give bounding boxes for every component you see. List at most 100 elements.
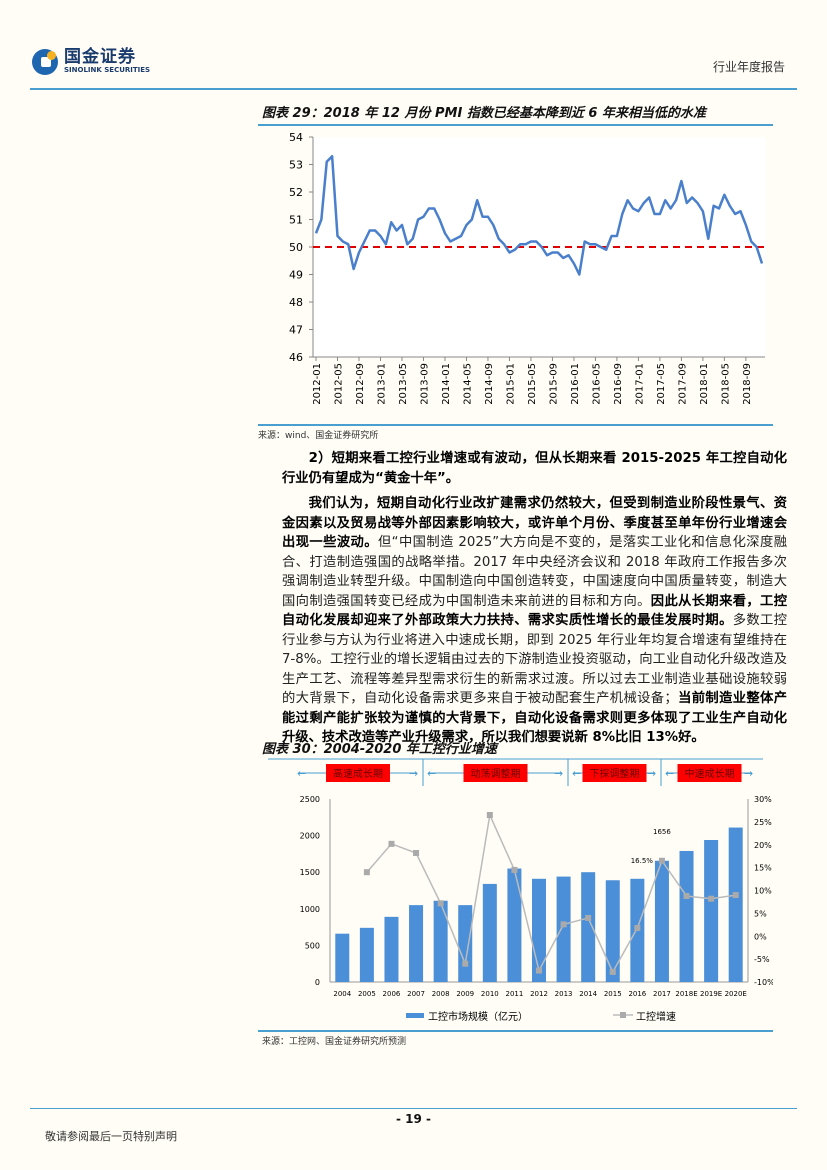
paragraph-text: 但“中国制造 2025”大方向是不变的，是落实工业化和信息化深度融合、打造制造强… bbox=[282, 535, 788, 609]
paragraph-text: 多数工控行业参与方认为行业将进入中速成长期，即到 2025 年行业年均复合增速有… bbox=[282, 613, 788, 706]
bar bbox=[409, 905, 424, 982]
legend-bar-swatch bbox=[406, 1013, 424, 1018]
x-tick-label: 2020E bbox=[725, 990, 747, 998]
growth-point bbox=[658, 857, 665, 864]
arrow-left-icon: ← bbox=[572, 767, 581, 780]
figure-29-source: 来源：wind、国金证券研究所 bbox=[258, 431, 379, 441]
y-tick-label: 46 bbox=[289, 351, 303, 364]
figure-divider bbox=[258, 424, 773, 426]
x-tick-label: 2009 bbox=[456, 990, 474, 998]
paragraph: 我们认为，短期自动化行业改扩建需求仍然较大，但受到制造业阶段性景气、资金因素以及… bbox=[282, 494, 787, 748]
paragraph-bold: 当前制造业整体产能过剩产能扩张较为谨慎的大背景下，自动化设备需求则更多体现了工业… bbox=[282, 691, 788, 745]
x-tick-label: 2017-01 bbox=[634, 363, 645, 405]
x-tick-label: 2012 bbox=[530, 990, 548, 998]
body-text: 2）短期来看工控行业增速或有波动，但从长期来看 2015-2025 年工控自动化… bbox=[282, 449, 787, 754]
right-tick-label: 10% bbox=[754, 887, 772, 896]
legend-label: 工控增速 bbox=[636, 1010, 676, 1023]
x-tick-label: 2016-05 bbox=[591, 363, 602, 405]
right-tick-label: 30% bbox=[754, 795, 772, 804]
y-tick-label: 49 bbox=[289, 269, 303, 282]
right-tick-label: 25% bbox=[754, 818, 772, 827]
data-label: 1656 bbox=[653, 828, 671, 836]
x-tick-label: 2018-05 bbox=[720, 363, 731, 405]
x-tick-label: 2012-01 bbox=[312, 363, 323, 405]
pmi-line-chart: 46 47 48 49 50 51 52 53 54 2012-01 2012-05 2012-09 2… bbox=[258, 126, 773, 424]
period-label-box bbox=[677, 764, 742, 782]
pmi-series-line bbox=[314, 155, 764, 276]
growth-point bbox=[388, 840, 395, 847]
y-tick-label: 53 bbox=[289, 159, 303, 172]
logo-text-en: SINOLINK SECURITIES bbox=[64, 66, 151, 74]
growth-point bbox=[462, 960, 469, 967]
arrow-right-icon: → bbox=[554, 767, 563, 780]
growth-point bbox=[511, 866, 518, 873]
right-tick-label: 15% bbox=[754, 864, 772, 873]
x-tick-label: 2017-09 bbox=[677, 363, 688, 405]
bar bbox=[482, 883, 497, 982]
period-label-box bbox=[582, 764, 647, 782]
growth-line bbox=[366, 812, 736, 974]
arrow-left-icon: ← bbox=[665, 767, 674, 780]
y-tick-label: 48 bbox=[289, 296, 303, 309]
x-tick-label: 2017 bbox=[653, 990, 671, 998]
bar bbox=[359, 927, 374, 982]
growth-point bbox=[708, 895, 715, 902]
x-tick-label: 2006 bbox=[383, 990, 401, 998]
bar bbox=[433, 900, 448, 982]
period-label: 高速成长期 bbox=[333, 767, 383, 780]
paragraph-bold: 我们认为，短期自动化行业改扩建需求仍然较大，但受到制造业阶段性景气、资金因素以及… bbox=[282, 496, 787, 550]
x-tick-label: 2013-01 bbox=[376, 363, 387, 405]
x-tick-label: 2019E bbox=[700, 990, 722, 998]
disclaimer: 敬请参阅最后一页特别声明 bbox=[45, 1130, 177, 1143]
left-tick-label: 2500 bbox=[300, 795, 320, 804]
x-tick-label: 2011 bbox=[505, 990, 523, 998]
logo-text-cn: 国金证券 bbox=[64, 47, 136, 67]
bar bbox=[704, 839, 719, 982]
x-tick-label: 2005 bbox=[358, 990, 376, 998]
x-tick-label: 2013 bbox=[555, 990, 573, 998]
industry-growth-chart: ← → 高速成长期 ← → 动荡调整期 ← → 下探调整期 ← → 中速成长期 0 500 1000 1500… bbox=[258, 758, 773, 1030]
arrow-left-icon: ← bbox=[297, 767, 306, 780]
y-tick-label: 51 bbox=[289, 214, 303, 227]
right-tick-label: 5% bbox=[754, 909, 767, 918]
header-divider bbox=[30, 88, 797, 90]
period-label: 中速成长期 bbox=[685, 767, 735, 780]
period-label-box bbox=[463, 764, 528, 782]
x-tick-label: 2015 bbox=[604, 990, 622, 998]
growth-point bbox=[634, 925, 641, 932]
x-tick-label: 2013-09 bbox=[419, 363, 430, 405]
footer-divider bbox=[30, 1108, 797, 1109]
bar bbox=[654, 860, 669, 982]
growth-point bbox=[609, 968, 616, 975]
bar bbox=[335, 933, 350, 982]
x-tick-label: 2007 bbox=[407, 990, 425, 998]
right-tick-label: 20% bbox=[754, 841, 772, 850]
bar bbox=[458, 905, 473, 982]
x-tick-label: 2016 bbox=[628, 990, 646, 998]
figure-29-title: 图表 29：2018 年 12 月份 PMI 指数已经基本降到近 6 年来相当低… bbox=[258, 102, 773, 126]
company-logo: 国金证券 SINOLINK SECURITIES bbox=[32, 48, 150, 75]
left-tick-label: 1500 bbox=[300, 868, 320, 877]
x-tick-label: 2010 bbox=[481, 990, 499, 998]
bar bbox=[581, 872, 596, 982]
page-number: - 19 - bbox=[395, 1112, 431, 1126]
arrow-right-icon: → bbox=[409, 767, 418, 780]
bar bbox=[384, 916, 399, 982]
x-tick-label: 2018-09 bbox=[742, 363, 753, 405]
bar bbox=[507, 868, 522, 982]
left-tick-label: 2000 bbox=[300, 832, 320, 841]
x-tick-label: 2014-09 bbox=[484, 363, 495, 405]
right-tick-label: -10% bbox=[754, 978, 773, 987]
logo-mark-icon bbox=[32, 48, 58, 75]
left-tick-label: 0 bbox=[315, 978, 320, 987]
growth-point bbox=[536, 967, 542, 974]
bar bbox=[679, 850, 694, 982]
growth-point bbox=[732, 892, 739, 899]
y-tick-label: 54 bbox=[289, 131, 303, 144]
right-tick-label: 0% bbox=[754, 932, 767, 941]
report-type: 行业年度报告 bbox=[712, 60, 785, 74]
paragraph: 2）短期来看工控行业增速或有波动，但从长期来看 2015-2025 年工控自动化… bbox=[282, 449, 787, 488]
growth-point bbox=[560, 921, 567, 928]
x-tick-label: 2014-05 bbox=[462, 363, 473, 405]
x-tick-label: 2014-01 bbox=[441, 363, 452, 405]
